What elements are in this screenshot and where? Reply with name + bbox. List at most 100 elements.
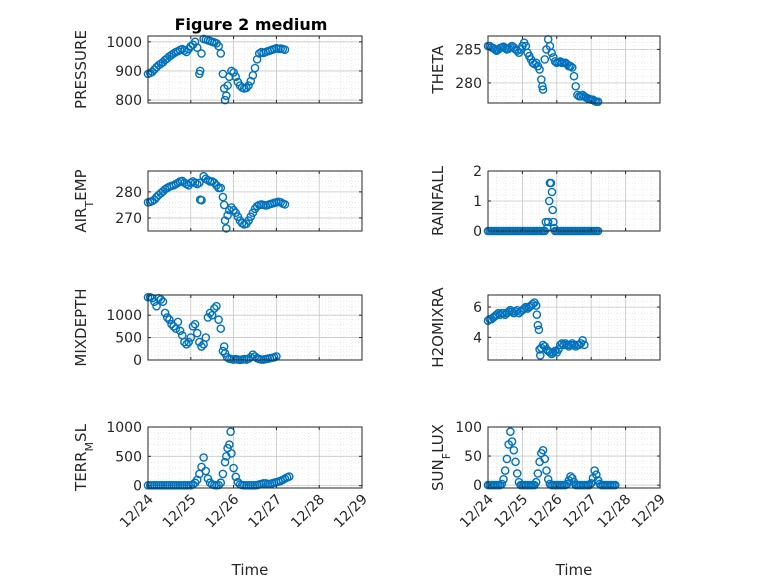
data-point xyxy=(162,313,172,322)
data-point xyxy=(549,217,558,227)
x-tick-label: 12/26 xyxy=(203,491,243,531)
data-point xyxy=(547,48,556,58)
data-point xyxy=(535,65,544,74)
y-tick-label: 800 xyxy=(115,93,142,109)
data-point xyxy=(203,313,213,322)
data-point xyxy=(203,474,213,483)
data-point xyxy=(169,322,178,331)
data-point xyxy=(521,302,531,312)
y-axis-label: PRESSURE xyxy=(72,30,90,109)
data-point xyxy=(219,200,229,210)
data-point xyxy=(229,463,238,473)
data-point xyxy=(201,466,211,476)
y-tick-label: 1000 xyxy=(106,35,142,51)
subplot-6: 4 6 H2OMIXRA xyxy=(429,287,661,368)
data-point xyxy=(244,81,253,90)
data-point xyxy=(186,333,196,342)
data-point xyxy=(223,211,232,220)
data-point xyxy=(280,45,290,54)
data-point xyxy=(538,81,547,91)
data-point xyxy=(216,324,226,333)
y-tick-label: 100 xyxy=(455,420,482,436)
axes-box xyxy=(147,170,363,232)
x-tick-label: 12/26 xyxy=(526,491,566,531)
figure-title: Figure 2 medium xyxy=(175,15,328,34)
axes-box xyxy=(147,294,363,361)
y-tick-label: 6 xyxy=(473,300,482,316)
subplot-4: 0 1 2 RAINFALL xyxy=(429,164,661,240)
y-tick-label: 2 xyxy=(473,164,482,180)
x-tick-label: 12/28 xyxy=(288,492,328,532)
data-point xyxy=(150,195,159,204)
data-point xyxy=(569,71,579,81)
subplot-3: 270 280 AIRTEMP xyxy=(72,169,363,233)
data-point xyxy=(500,466,510,475)
data-point xyxy=(195,337,204,347)
y-tick-label: 1000 xyxy=(106,308,142,324)
data-point xyxy=(542,466,551,475)
data-point xyxy=(531,477,541,487)
data-point xyxy=(532,310,542,319)
y-tick-label: 1000 xyxy=(106,420,142,436)
data-point xyxy=(512,469,522,478)
y-axis-label: SUNFLUX xyxy=(429,424,453,491)
data-point xyxy=(210,304,219,313)
subplot-8: 0 50 100SUNFLUX12/2412/2512/2612/2712/2812… xyxy=(429,420,669,579)
data-point xyxy=(223,81,232,90)
y-tick-label: 0 xyxy=(133,353,142,369)
x-tick-label: 12/27 xyxy=(560,492,600,532)
y-tick-label: 0 xyxy=(473,224,482,240)
data-point xyxy=(226,427,235,436)
y-tick-label: 270 xyxy=(115,211,142,227)
data-point xyxy=(192,328,202,338)
data-point xyxy=(571,81,581,91)
data-point xyxy=(509,445,519,455)
data-point xyxy=(593,97,603,106)
x-tick-label: 12/24 xyxy=(457,491,497,531)
data-point xyxy=(156,295,166,304)
data-point xyxy=(222,224,231,233)
data-point xyxy=(499,308,508,318)
data-point xyxy=(201,333,211,342)
data-point xyxy=(566,61,575,71)
data-point xyxy=(540,454,550,464)
data-point xyxy=(147,67,157,77)
data-point xyxy=(165,315,174,324)
data-point xyxy=(214,315,223,324)
data-point xyxy=(220,216,230,225)
axes-box xyxy=(487,294,661,361)
axes-box xyxy=(487,35,661,104)
data-point xyxy=(506,43,515,52)
y-tick-label: 500 xyxy=(115,331,142,347)
data-point xyxy=(214,480,223,490)
data-point xyxy=(250,63,260,73)
data-point xyxy=(188,322,198,331)
data-point xyxy=(205,308,215,318)
data-point xyxy=(158,297,168,307)
y-tick-label: 900 xyxy=(115,64,142,80)
y-tick-label: 1 xyxy=(473,194,482,210)
data-point xyxy=(590,466,599,475)
subplot-2: 280 285 THETA xyxy=(429,35,661,106)
data-point xyxy=(567,63,577,72)
x-tick-label: 12/28 xyxy=(595,492,635,532)
data-point xyxy=(511,457,520,467)
data-point xyxy=(216,49,226,58)
series-markers xyxy=(143,171,290,233)
data-point xyxy=(210,178,219,188)
x-tick-label: 12/24 xyxy=(117,491,157,531)
data-point xyxy=(242,83,251,93)
y-axis-label: H2OMIXRA xyxy=(429,287,447,368)
data-point xyxy=(150,65,159,74)
data-point xyxy=(218,469,228,479)
data-point xyxy=(222,91,231,101)
data-point xyxy=(229,205,238,215)
data-point xyxy=(519,304,529,313)
data-point xyxy=(180,337,189,347)
x-tick-label: 12/25 xyxy=(160,492,200,532)
x-axis-label: Time xyxy=(231,561,269,579)
data-point xyxy=(225,440,234,449)
y-axis-label: TERRMSL xyxy=(72,423,96,492)
